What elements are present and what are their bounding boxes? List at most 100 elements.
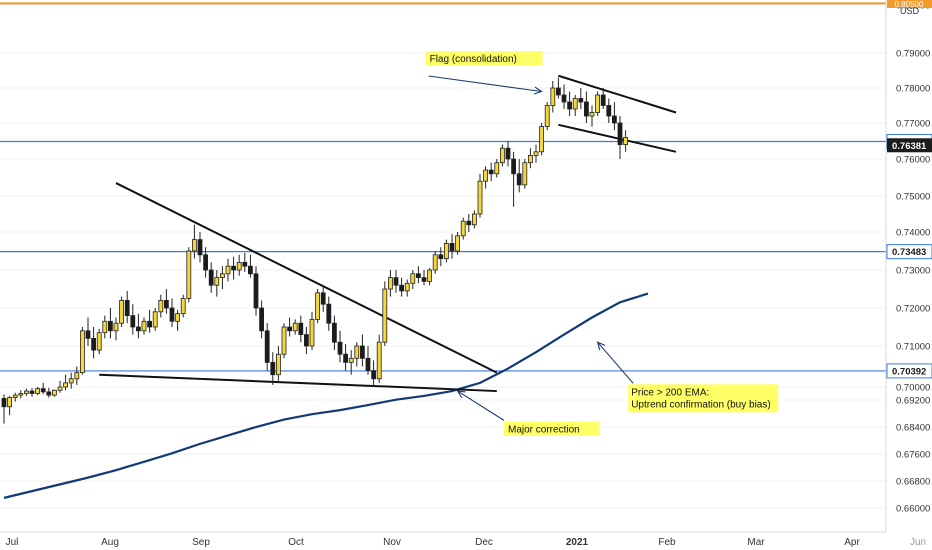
- candle[interactable]: [253, 266, 259, 316]
- candle[interactable]: [533, 144, 539, 163]
- candle[interactable]: [584, 91, 589, 124]
- candle[interactable]: [466, 214, 472, 232]
- candle[interactable]: [371, 360, 377, 387]
- candle[interactable]: [348, 350, 354, 375]
- candle[interactable]: [399, 277, 405, 297]
- candle[interactable]: [231, 256, 237, 280]
- candle[interactable]: [108, 308, 113, 339]
- candle[interactable]: [595, 91, 600, 117]
- candle[interactable]: [68, 372, 74, 389]
- candle[interactable]: [225, 258, 231, 282]
- candle[interactable]: [91, 327, 96, 359]
- candle[interactable]: [315, 289, 321, 324]
- candle[interactable]: [57, 380, 63, 393]
- candle[interactable]: [130, 304, 136, 335]
- candle[interactable]: [124, 290, 130, 324]
- candle[interactable]: [298, 315, 304, 343]
- candle[interactable]: [152, 308, 158, 331]
- candle[interactable]: [175, 309, 181, 331]
- candle[interactable]: [96, 328, 102, 355]
- trendline[interactable]: [99, 373, 497, 393]
- candle[interactable]: [169, 298, 175, 328]
- candle[interactable]: [320, 285, 326, 312]
- candle[interactable]: [197, 232, 203, 263]
- candle[interactable]: [376, 334, 382, 383]
- candle[interactable]: [186, 247, 192, 303]
- candle[interactable]: [29, 387, 35, 397]
- candle[interactable]: [499, 144, 505, 167]
- candle[interactable]: [208, 262, 214, 293]
- candle[interactable]: [270, 352, 276, 385]
- candle[interactable]: [483, 166, 489, 189]
- candle[interactable]: [46, 387, 52, 398]
- candle[interactable]: [471, 210, 477, 229]
- candle[interactable]: [561, 84, 567, 110]
- candle[interactable]: [455, 232, 461, 255]
- ema-200-line[interactable]: [3, 292, 649, 499]
- candle[interactable]: [259, 300, 265, 339]
- candle[interactable]: [135, 313, 141, 339]
- candle[interactable]: [404, 279, 410, 297]
- candle[interactable]: [522, 159, 528, 189]
- candle[interactable]: [567, 91, 572, 117]
- candle[interactable]: [113, 317, 119, 341]
- candle[interactable]: [52, 389, 57, 397]
- candle[interactable]: [1, 394, 7, 424]
- candle[interactable]: [35, 387, 40, 396]
- candle[interactable]: [85, 317, 91, 347]
- candle[interactable]: [606, 98, 612, 124]
- candle[interactable]: [623, 130, 628, 152]
- candle[interactable]: [180, 294, 186, 318]
- candle[interactable]: [275, 346, 281, 381]
- candle[interactable]: [80, 327, 85, 375]
- candle[interactable]: [236, 254, 242, 276]
- candle[interactable]: [281, 323, 287, 359]
- candle[interactable]: [158, 294, 164, 318]
- candle[interactable]: [600, 88, 606, 109]
- candle[interactable]: [214, 270, 220, 297]
- candle[interactable]: [539, 123, 544, 156]
- candle[interactable]: [12, 392, 18, 402]
- candle[interactable]: [354, 342, 360, 367]
- trendline[interactable]: [558, 74, 677, 114]
- candle[interactable]: [544, 102, 550, 131]
- candle[interactable]: [528, 148, 533, 169]
- candle[interactable]: [292, 319, 298, 335]
- candle[interactable]: [589, 105, 595, 127]
- candle[interactable]: [40, 382, 46, 395]
- candle[interactable]: [460, 217, 466, 240]
- candle[interactable]: [331, 315, 337, 351]
- candle[interactable]: [494, 159, 500, 178]
- candle[interactable]: [443, 239, 449, 263]
- candle[interactable]: [343, 344, 349, 371]
- candle[interactable]: [242, 252, 248, 272]
- candle[interactable]: [427, 268, 433, 286]
- candle[interactable]: [287, 317, 293, 337]
- candle[interactable]: [415, 266, 421, 284]
- candle[interactable]: [163, 289, 169, 314]
- trendline[interactable]: [558, 123, 677, 153]
- candle[interactable]: [23, 388, 29, 396]
- candle[interactable]: [63, 374, 68, 391]
- candle[interactable]: [7, 395, 12, 416]
- candle[interactable]: [410, 270, 416, 289]
- candle[interactable]: [488, 162, 494, 182]
- candle[interactable]: [516, 159, 522, 193]
- candle[interactable]: [550, 81, 556, 113]
- candle[interactable]: [219, 266, 225, 289]
- candle[interactable]: [612, 102, 617, 131]
- candle[interactable]: [147, 309, 153, 333]
- candle[interactable]: [74, 366, 80, 385]
- candle[interactable]: [141, 317, 147, 335]
- candle[interactable]: [365, 346, 371, 375]
- candle[interactable]: [617, 116, 623, 159]
- candle[interactable]: [421, 270, 427, 286]
- candle[interactable]: [191, 224, 197, 259]
- candle[interactable]: [119, 296, 124, 327]
- trendline[interactable]: [115, 182, 498, 374]
- candle[interactable]: [247, 254, 253, 278]
- candle[interactable]: [393, 270, 399, 293]
- candle[interactable]: [359, 334, 365, 367]
- candle[interactable]: [449, 233, 455, 259]
